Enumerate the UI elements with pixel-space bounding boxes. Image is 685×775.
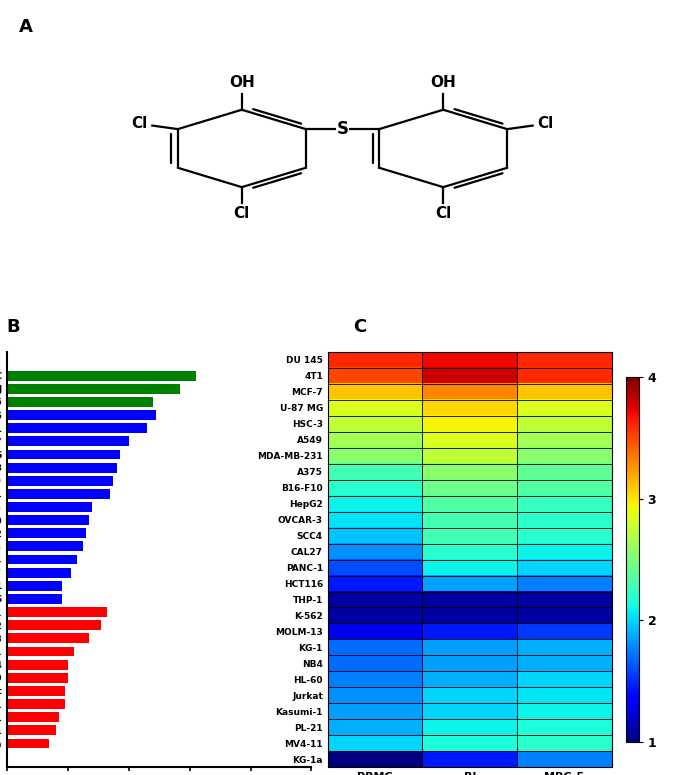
Text: Cl: Cl xyxy=(435,206,451,222)
Bar xyxy=(7,423,147,433)
Bar xyxy=(7,607,108,617)
Bar xyxy=(7,686,64,696)
Bar xyxy=(7,555,77,564)
Text: A: A xyxy=(18,19,33,36)
Bar xyxy=(7,489,110,499)
Bar xyxy=(7,449,120,460)
Bar xyxy=(7,633,89,643)
Bar xyxy=(7,581,62,591)
Bar xyxy=(7,739,49,749)
Bar xyxy=(7,542,83,551)
Bar xyxy=(7,529,86,538)
Bar xyxy=(7,725,55,735)
Text: Cl: Cl xyxy=(537,116,553,131)
Bar xyxy=(7,397,153,407)
Bar xyxy=(7,712,59,722)
Text: OH: OH xyxy=(430,75,456,91)
Text: OH: OH xyxy=(229,75,255,91)
Bar xyxy=(7,436,129,446)
Bar xyxy=(7,673,68,683)
Bar xyxy=(7,699,64,709)
Bar xyxy=(7,370,196,381)
Text: Cl: Cl xyxy=(234,206,250,222)
Text: Cl: Cl xyxy=(132,116,148,131)
Bar xyxy=(7,410,156,420)
Bar xyxy=(7,515,89,525)
Bar xyxy=(7,384,180,394)
Bar xyxy=(7,620,101,630)
Bar xyxy=(7,646,74,656)
Text: B: B xyxy=(7,318,21,336)
Bar xyxy=(7,568,71,577)
Bar xyxy=(7,594,62,604)
Bar xyxy=(7,463,116,473)
Bar xyxy=(7,502,92,512)
Text: C: C xyxy=(353,318,366,336)
Bar xyxy=(7,660,68,670)
Text: S: S xyxy=(336,120,349,138)
Bar xyxy=(7,476,114,486)
